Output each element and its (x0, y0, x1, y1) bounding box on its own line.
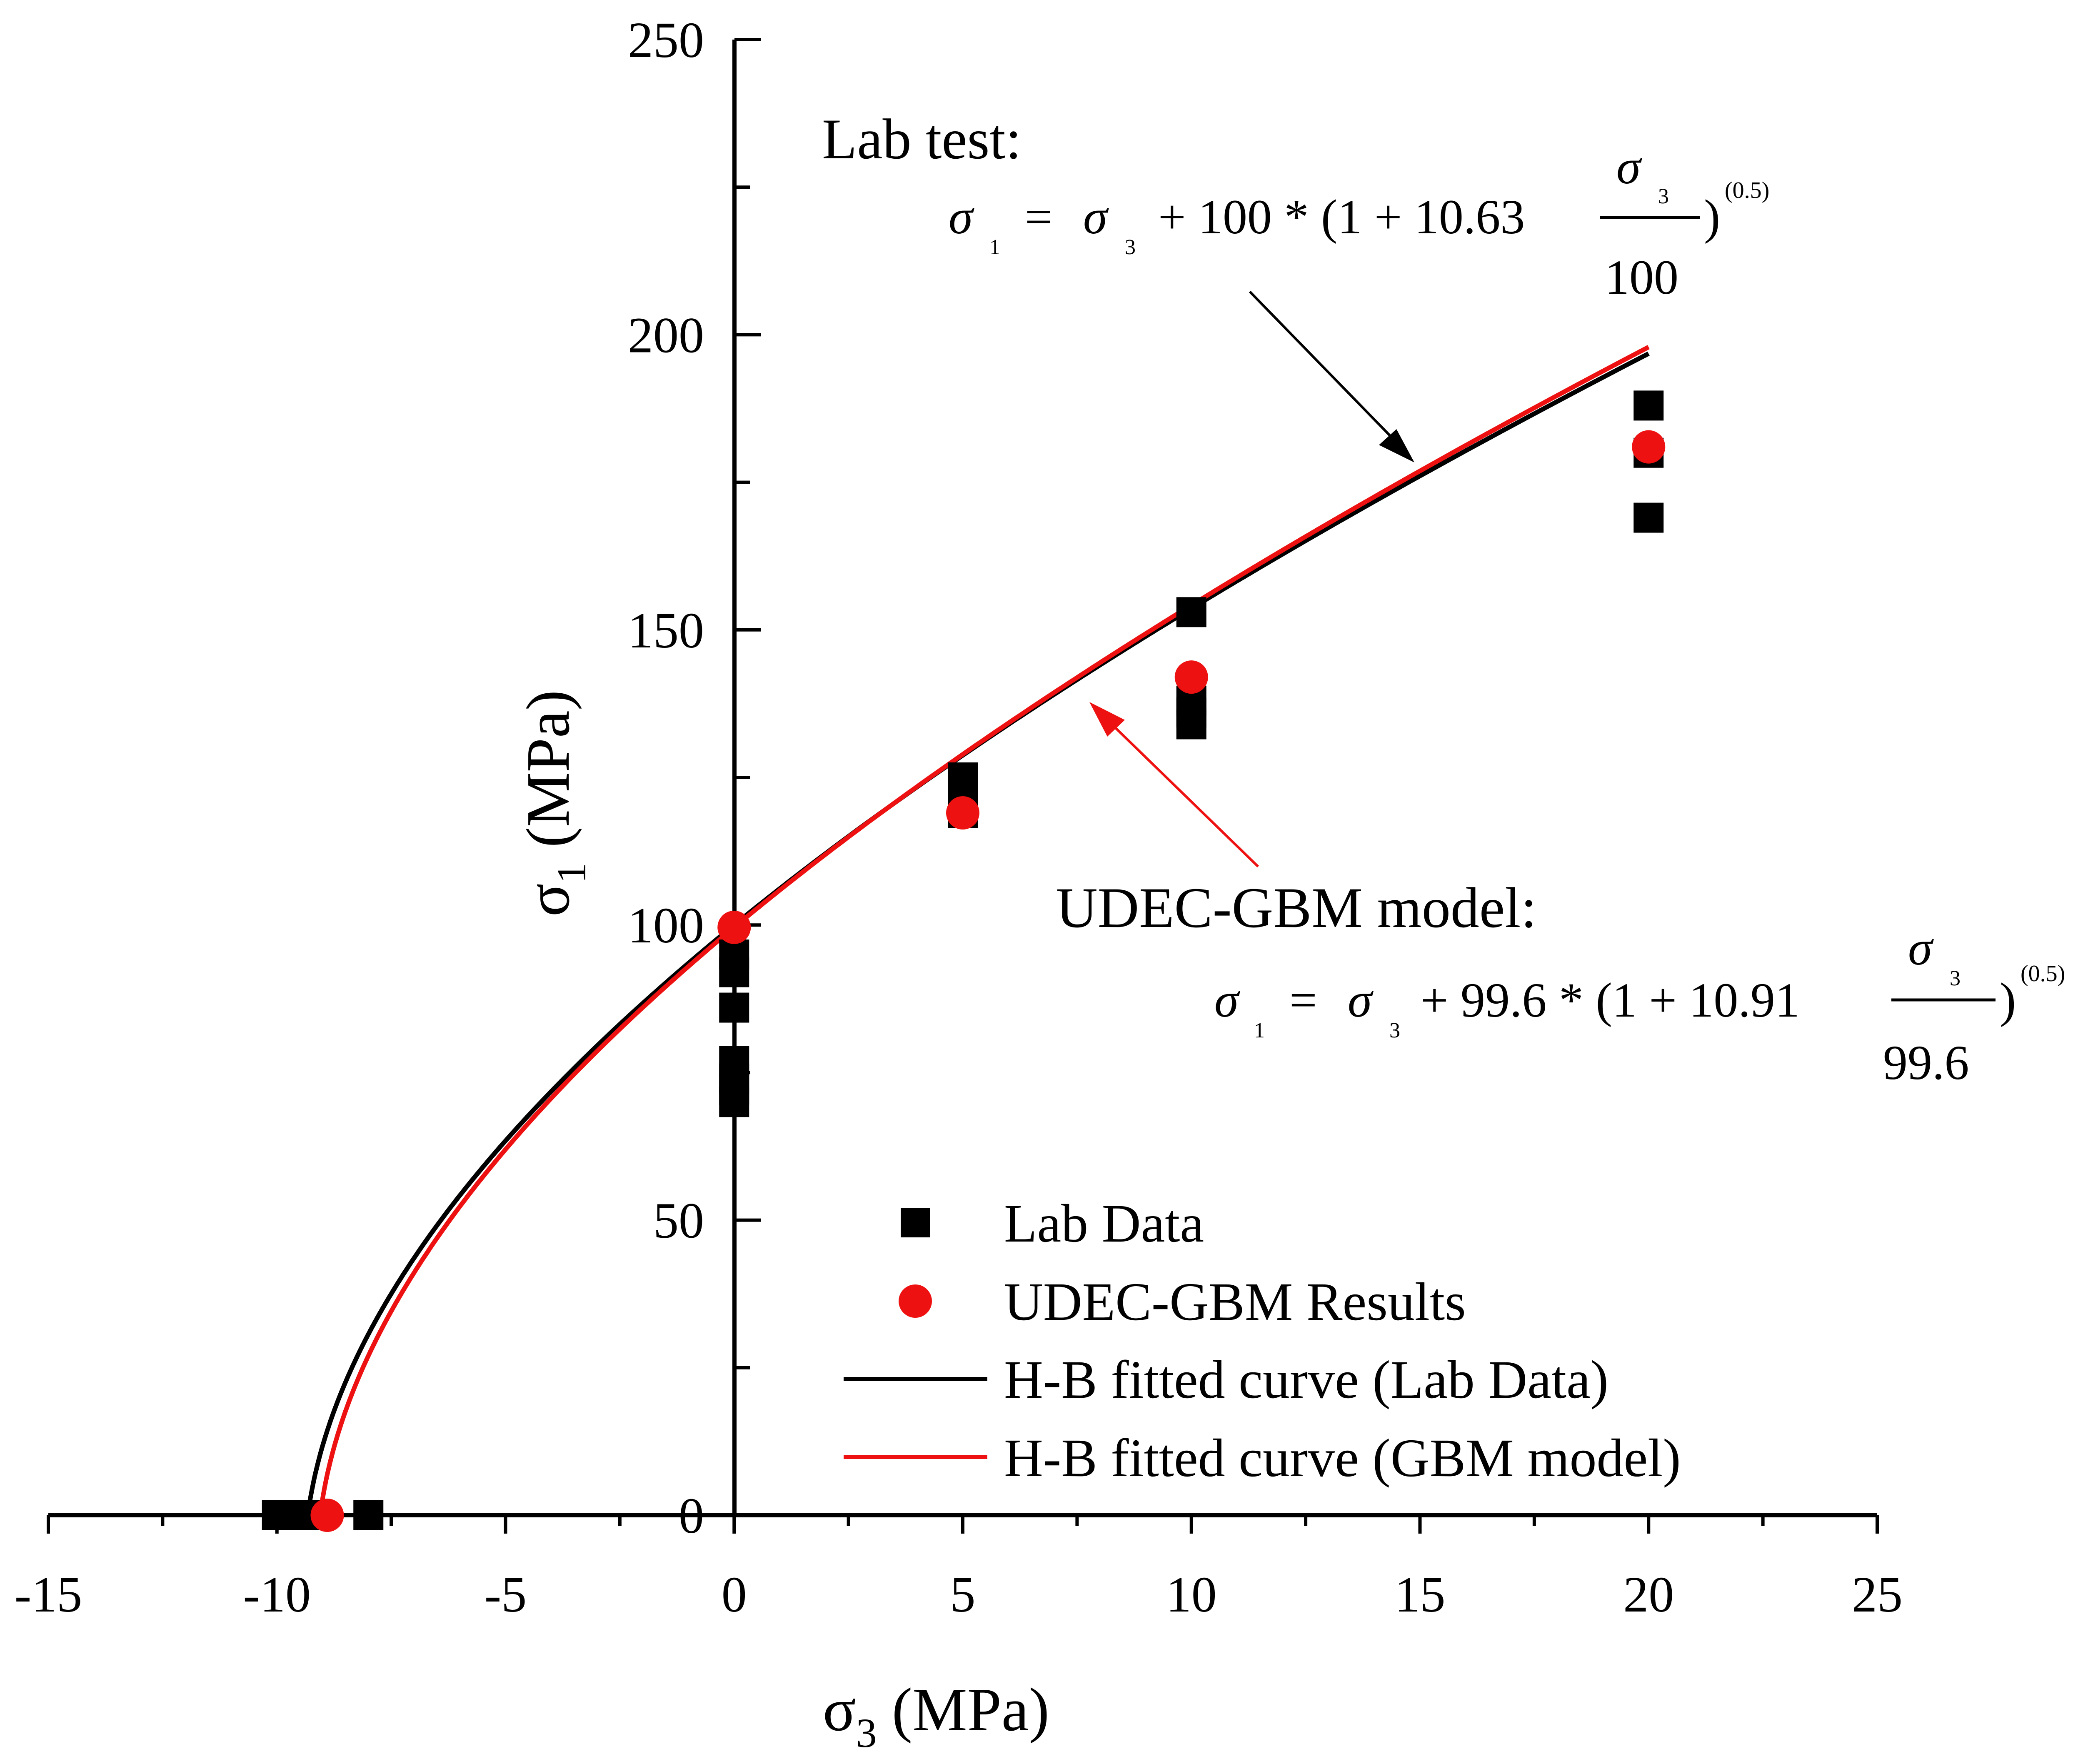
lab-arrow-head (1379, 429, 1414, 462)
legend-marker-udec-gbm (899, 1284, 932, 1318)
lab-eq-sigma1: σ (949, 190, 974, 244)
gbm-eq-frac-den: 99.6 (1883, 1035, 1969, 1090)
gbm-equation: σ 1 = σ 3 + 99.6 * (1 + 10.91 σ 3 99.6 )… (1214, 921, 2065, 1090)
x-axis-tick-labels: -15 -10 -5 0 5 10 15 20 25 (15, 1567, 1903, 1623)
lab-eq-exponent: (0.5) (1725, 177, 1769, 203)
legend-label-hb-gbm: H-B fitted curve (GBM model) (1004, 1428, 1681, 1488)
y-tick-label: 150 (628, 602, 704, 659)
x-axis-title-subscript: 3 (856, 1710, 877, 1756)
gbm-eq-sigma3-sub: 3 (1389, 1019, 1400, 1042)
udec-gbm-point (1632, 430, 1666, 464)
y-axis-title: σ1 (MPa) (514, 690, 594, 917)
lab-data-point (1176, 709, 1206, 740)
udec-gbm-point (310, 1499, 344, 1532)
x-axis-ticks (47, 1515, 1879, 1534)
x-tick-label: 25 (1852, 1567, 1903, 1623)
udec-gbm-point (717, 910, 751, 944)
legend-label-lab-data: Lab Data (1004, 1194, 1204, 1254)
lab-data-point (1176, 597, 1206, 627)
lab-eq-equals: = (1025, 190, 1053, 244)
gbm-title: UDEC-GBM model: (1056, 876, 1537, 939)
legend-label-udec-gbm: UDEC-GBM Results (1004, 1272, 1466, 1332)
gbm-eq-sigma1-sub: 1 (1254, 1019, 1265, 1042)
y-axis-title-subscript: 1 (548, 862, 594, 883)
y-tick-label: 0 (679, 1488, 704, 1544)
y-tick-label: 100 (628, 897, 704, 954)
gbm-arrow-head (1089, 702, 1125, 737)
fitted-curves (302, 345, 1650, 1518)
lab-eq-sigma3-sub: 3 (1125, 235, 1136, 259)
x-axis-title-unit: (MPa) (892, 1676, 1049, 1744)
x-tick-label: -10 (243, 1567, 311, 1623)
gbm-arrow-shaft (1107, 720, 1259, 868)
lab-eq-frac-num-sub: 3 (1658, 185, 1669, 208)
lab-test-equation: σ 1 = σ 3 + 100 * (1 + 10.63 σ 3 100 ) (… (949, 140, 1769, 305)
udec-gbm-point (946, 796, 979, 830)
gbm-eq-exponent: (0.5) (2021, 961, 2065, 987)
data-points (262, 390, 1666, 1532)
x-tick-label: -15 (15, 1567, 82, 1623)
lab-data-point (353, 1500, 384, 1530)
x-tick-label: -5 (485, 1567, 527, 1623)
x-axis-title: σ3 (MPa) (823, 1676, 1049, 1756)
gbm-eq-body: + 99.6 * (1 + 10.91 (1421, 973, 1800, 1027)
lab-eq-frac-den: 100 (1605, 250, 1678, 305)
lab-eq-close-paren: ) (1704, 190, 1720, 244)
y-tick-label: 200 (628, 307, 704, 363)
lab-eq-sigma3: σ (1083, 190, 1109, 244)
x-axis-title-symbol: σ (823, 1676, 856, 1744)
lab-arrow-shaft (1249, 290, 1405, 451)
hb-curve-lab-data (302, 351, 1650, 1518)
gbm-eq-close-paren: ) (2000, 973, 2016, 1027)
legend-label-hb-lab: H-B fitted curve (Lab Data) (1004, 1350, 1608, 1410)
y-axis-ticks (734, 38, 761, 1517)
y-axis-title-symbol: σ (514, 883, 582, 917)
lab-test-title: Lab test: (822, 107, 1022, 171)
gbm-eq-sigma1: σ (1214, 973, 1240, 1027)
y-tick-label: 250 (628, 12, 704, 68)
gbm-annotation: UDEC-GBM model: σ 1 = σ 3 + 99.6 * (1 + … (1056, 702, 2065, 1090)
x-tick-label: 20 (1623, 1567, 1674, 1623)
y-tick-label: 50 (653, 1193, 704, 1249)
lab-data-point (719, 1087, 749, 1117)
y-axis-title-unit: (MPa) (514, 690, 582, 847)
gbm-eq-frac-num-sub: 3 (1950, 967, 1961, 990)
x-tick-label: 15 (1395, 1567, 1446, 1623)
hb-curve-gbm-model (314, 345, 1650, 1518)
y-axis-tick-labels: 0 50 100 150 200 250 (628, 12, 704, 1544)
legend: Lab Data UDEC-GBM Results H-B fitted cur… (844, 1194, 1681, 1488)
lab-data-point (719, 939, 749, 970)
y-axis: 0 50 100 150 200 250 (628, 12, 761, 1544)
gbm-eq-sigma3: σ (1348, 973, 1374, 1027)
x-axis: -15 -10 -5 0 5 10 15 20 25 (15, 1513, 1903, 1623)
x-tick-label: 10 (1166, 1567, 1217, 1623)
lab-eq-sigma1-sub: 1 (989, 235, 1000, 259)
lab-data-point (719, 992, 749, 1023)
udec-gbm-point (1174, 660, 1208, 694)
gbm-eq-frac-num-sigma3: σ (1908, 921, 1934, 975)
legend-marker-lab-data (901, 1208, 930, 1237)
lab-data-point (1633, 502, 1664, 533)
gbm-eq-equals: = (1289, 973, 1317, 1027)
x-tick-label: 0 (722, 1567, 747, 1623)
lab-test-annotation: Lab test: σ 1 = σ 3 + 100 * (1 + 10.63 σ… (822, 107, 1769, 462)
x-tick-label: 5 (950, 1567, 976, 1623)
lab-eq-body: + 100 * (1 + 10.63 (1158, 190, 1525, 244)
lab-data-point (1633, 390, 1664, 421)
lab-eq-frac-num-sigma3: σ (1616, 140, 1642, 194)
